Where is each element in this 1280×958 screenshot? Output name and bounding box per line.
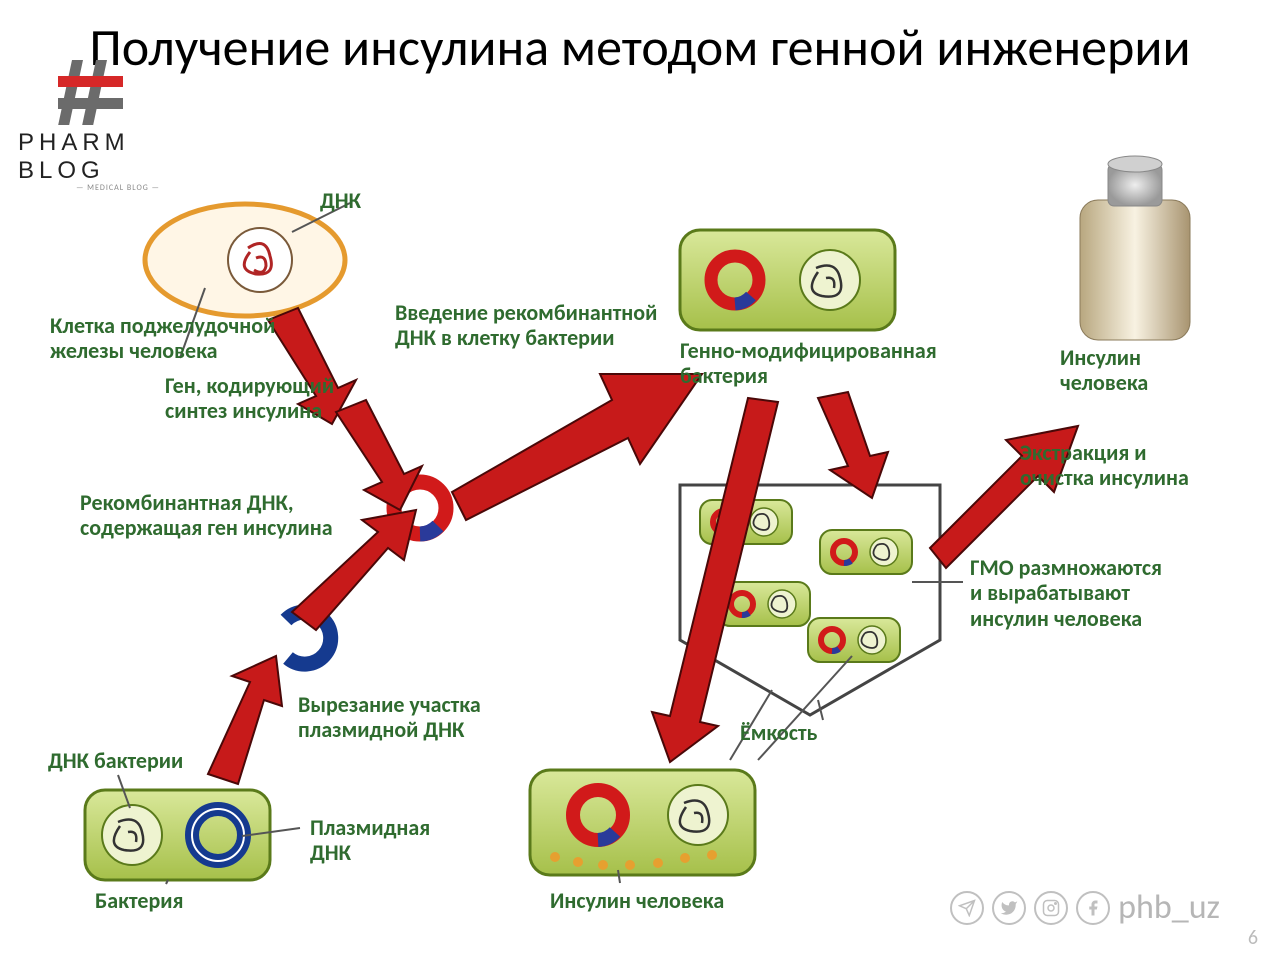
label-bact-dna: ДНК бактерии: [48, 748, 183, 773]
label-gmo-bact: Генно-модифицированная бактерия: [680, 338, 937, 389]
telegram-icon: [950, 891, 984, 925]
bacterium-source: [85, 790, 270, 880]
facebook-icon: [1076, 891, 1110, 925]
insulin-bacterium: [530, 770, 755, 875]
watermark-handle: phb_uz: [1118, 887, 1220, 928]
logo-brand-text: PHARM BLOG: [18, 129, 218, 185]
pancreas-cell: [145, 204, 345, 316]
twitter-icon: [992, 891, 1026, 925]
label-extract: Экстракция и очистка инсулина: [1020, 440, 1189, 491]
label-recomb: Рекомбинантная ДНК, содержащая ген инсул…: [80, 490, 333, 541]
shield-bacteria-group: [700, 500, 912, 662]
label-bacteria: Бактерия: [95, 888, 183, 913]
recombinant-dna-ring: [394, 482, 446, 534]
instagram-icon: [1034, 891, 1068, 925]
label-insulin-h: Инсулин человека: [1060, 345, 1148, 396]
label-emkost: Ёмкость: [740, 720, 817, 745]
cut-plasmid-ring: [286, 612, 331, 664]
label-pancreas: Клетка поджелудочной железы человека: [50, 313, 275, 364]
label-plasmid: Плазмидная ДНК: [310, 815, 430, 866]
container-shield: [680, 485, 940, 715]
insulin-vial: [1080, 156, 1190, 340]
gmo-bacterium: [680, 230, 895, 330]
label-dnk: ДНК: [320, 188, 361, 213]
label-insulin-h2: Инсулин человека: [550, 888, 724, 913]
page-number: 6: [1248, 926, 1258, 950]
pharm-blog-logo: PHARM BLOG — MEDICAL BLOG —: [18, 60, 218, 193]
label-insert: Введение рекомбинантной ДНК в клетку бак…: [395, 300, 657, 351]
label-gmo-mult: ГМО размножаются и вырабатывают инсулин …: [970, 555, 1162, 631]
label-gene: Ген, кодирующий синтез инсулина: [165, 373, 334, 424]
logo-hash-icon: [58, 60, 123, 125]
label-cut: Вырезание участка плазмидной ДНК: [298, 692, 481, 743]
watermark: phb_uz: [950, 887, 1220, 928]
